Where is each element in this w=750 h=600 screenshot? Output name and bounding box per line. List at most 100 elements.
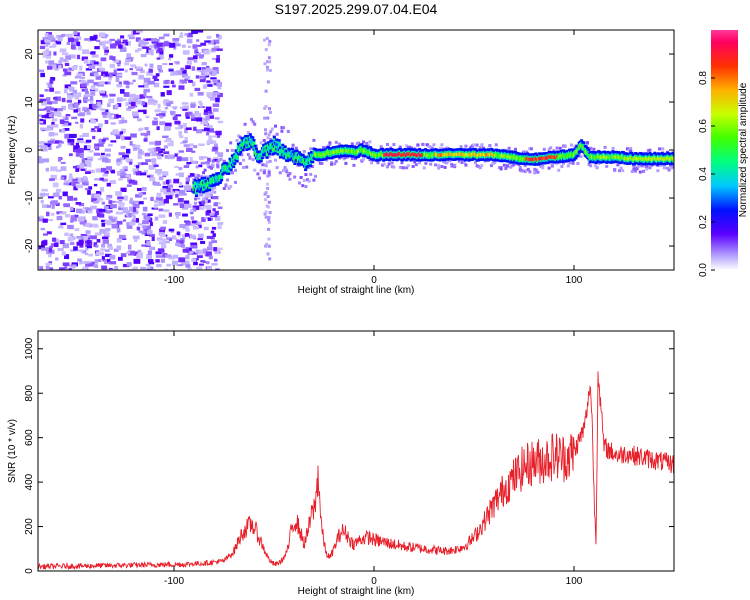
heatmap-cell — [386, 143, 389, 147]
heatmap-cell — [158, 231, 165, 236]
heatmap-cell — [211, 47, 217, 52]
heatmap-cell — [175, 61, 180, 65]
heatmap-cell — [662, 166, 666, 170]
heatmap-cell — [208, 110, 212, 114]
heatmap-cell — [338, 156, 341, 160]
heatmap-cell — [52, 100, 58, 104]
heatmap-cell — [507, 146, 511, 150]
heatmap-cell — [145, 244, 151, 248]
heatmap-cell — [129, 82, 134, 85]
heatmap-cell — [58, 196, 62, 200]
heatmap-cell — [142, 225, 148, 229]
heatmap-cell — [157, 172, 162, 176]
heatmap-cell — [39, 144, 46, 149]
heatmap-cell — [274, 124, 277, 128]
heatmap-cell — [70, 44, 76, 49]
heatmap-cell — [78, 147, 84, 153]
heatmap-cell — [157, 65, 163, 70]
heatmap-cell — [429, 162, 433, 166]
heatmap-cell — [182, 105, 190, 111]
heatmap-cell — [626, 147, 629, 151]
heatmap-cell — [93, 223, 98, 227]
heatmap-cell — [405, 144, 409, 148]
heatmap-cell — [72, 264, 77, 268]
heatmap-cell — [55, 145, 60, 149]
heatmap-cell — [143, 88, 150, 93]
heatmap-cell — [451, 163, 455, 167]
heatmap-cell — [158, 36, 165, 40]
heatmap-cell — [158, 47, 163, 52]
heatmap-cell — [267, 171, 271, 175]
heatmap-cell — [186, 147, 193, 153]
spectrogram-x-ticks: -100 0 100 — [164, 30, 583, 286]
heatmap-cell — [179, 223, 186, 229]
heatmap-cell — [90, 130, 97, 133]
heatmap-cell — [104, 230, 109, 236]
heatmap-cell — [320, 161, 324, 165]
heatmap-cell — [77, 99, 82, 104]
spectrogram-y-tick-label: 20 — [24, 48, 35, 60]
heatmap-cell — [478, 146, 482, 150]
heatmap-cell — [101, 236, 109, 240]
heatmap-cell — [169, 62, 173, 66]
heatmap-cell — [44, 60, 50, 64]
heatmap-cell — [51, 121, 55, 125]
heatmap-cell — [143, 91, 147, 97]
heatmap-cell — [160, 258, 165, 263]
snr-x-label: Height of straight line (km) — [298, 586, 415, 597]
heatmap-cell — [211, 70, 217, 76]
heatmap-cell — [45, 32, 53, 35]
heatmap-cell — [40, 40, 46, 45]
heatmap-cell — [189, 173, 195, 177]
heatmap-cell — [135, 30, 143, 33]
spectrogram-y-label: Frequency (Hz) — [7, 116, 18, 185]
heatmap-cell — [174, 120, 181, 125]
heatmap-cell — [72, 89, 78, 95]
heatmap-cell — [192, 225, 200, 230]
heatmap-cell — [264, 198, 268, 202]
heatmap-cell — [350, 156, 354, 160]
snr-x-tick-label: 100 — [566, 576, 583, 587]
heatmap-cell — [165, 195, 173, 200]
heatmap-cell — [154, 152, 162, 156]
heatmap-cell — [143, 169, 148, 174]
heatmap-cell — [229, 185, 233, 189]
heatmap-cell — [90, 85, 96, 91]
heatmap-cell — [111, 200, 116, 203]
heatmap-cell — [136, 100, 142, 105]
heatmap-cell — [216, 247, 223, 251]
heatmap-cell — [39, 98, 47, 103]
heatmap-cell — [190, 244, 198, 249]
heatmap-cell — [202, 197, 205, 201]
heatmap-cell — [92, 135, 96, 140]
heatmap-cell — [38, 157, 43, 163]
heatmap-cell — [459, 161, 463, 165]
heatmap-cell — [98, 67, 104, 71]
heatmap-cell — [41, 101, 48, 106]
heatmap-cell — [142, 220, 149, 225]
heatmap-cell — [48, 146, 52, 150]
heatmap-cell — [165, 254, 172, 258]
heatmap-cell — [219, 157, 223, 161]
heatmap-cell — [125, 174, 131, 178]
heatmap-cell — [76, 184, 84, 189]
heatmap-cell — [216, 163, 220, 167]
heatmap-cell — [116, 114, 122, 118]
heatmap-cell — [88, 104, 94, 110]
heatmap-cell — [109, 261, 117, 265]
heatmap-cell — [77, 216, 84, 222]
heatmap-cell — [268, 68, 272, 72]
heatmap-cell — [522, 150, 525, 154]
heatmap-cell — [45, 97, 51, 102]
heatmap-cell — [266, 160, 269, 164]
heatmap-cell — [493, 161, 497, 165]
heatmap-cell — [235, 154, 239, 159]
heatmap-cell — [92, 216, 98, 221]
heatmap-cell — [201, 67, 206, 70]
heatmap-cell — [268, 159, 272, 163]
heatmap-cell — [163, 85, 170, 88]
heatmap-cell — [132, 168, 138, 172]
heatmap-cell — [203, 68, 207, 74]
heatmap-cell — [168, 191, 174, 196]
heatmap-cell — [271, 147, 275, 151]
